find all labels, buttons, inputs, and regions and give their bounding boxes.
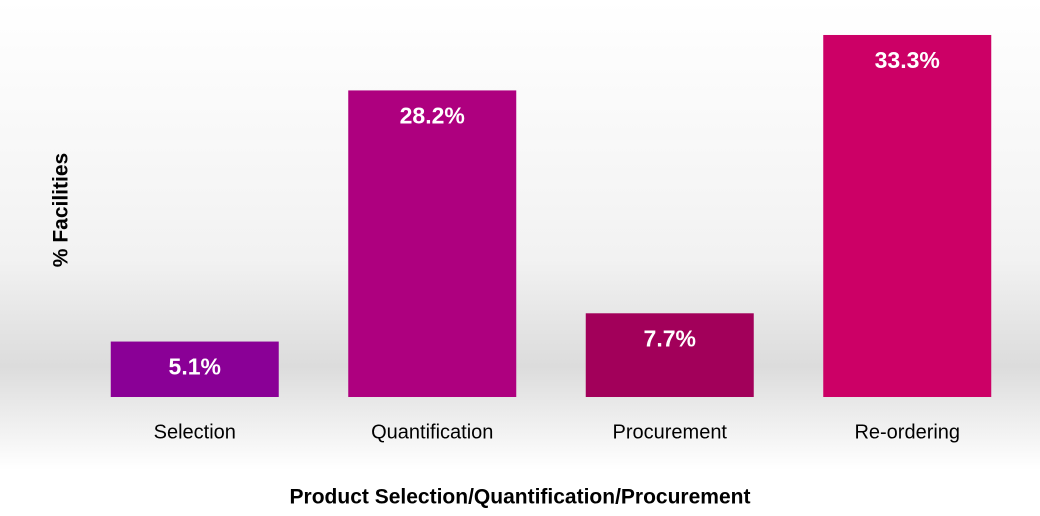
bar <box>823 34 992 397</box>
x-tick-label: Quantification <box>371 421 493 443</box>
y-axis-title: % Facilities <box>50 153 73 267</box>
value-label: 33.3% <box>875 47 940 73</box>
bar <box>348 90 517 397</box>
x-tick-label: Procurement <box>613 421 728 443</box>
value-label: 28.2% <box>400 103 465 129</box>
value-label: 7.7% <box>644 325 696 351</box>
x-tick-label: Re-ordering <box>854 421 960 443</box>
bar <box>585 313 754 397</box>
value-label: 5.1% <box>169 354 221 380</box>
bar <box>110 341 279 397</box>
x-tick-label: Selection <box>154 421 236 443</box>
x-axis-title: Product Selection/Quantification/Procure… <box>290 486 751 509</box>
